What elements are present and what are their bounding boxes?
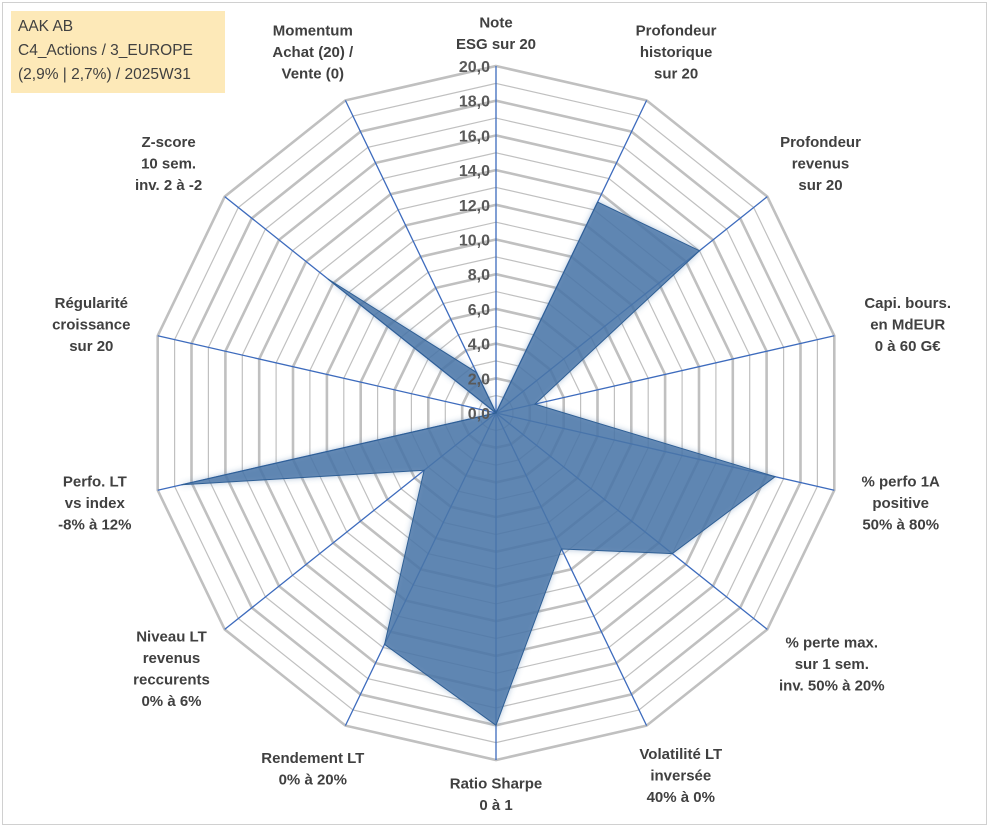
axis-label-line: Perfo. LT (63, 474, 127, 491)
axis-label-line: sur 20 (654, 65, 698, 82)
axis-label-line: 0% à 6% (141, 693, 201, 710)
axis-label-line: Z-score (142, 134, 196, 151)
axis-label-line: revenus (143, 650, 201, 667)
axis-label: Rendement LT 0% à 20% (261, 750, 364, 789)
axis-label-line: Profondeur (636, 22, 717, 39)
axis-labels: Note ESG sur 20 Profondeur historique sur 20… (52, 15, 951, 815)
data-point (699, 250, 700, 251)
data-point (775, 476, 776, 477)
axis-label-line: % perfo 1A (862, 474, 941, 491)
axis-label-line: reccurents (133, 672, 210, 689)
axis-label-line: Momentum (273, 22, 353, 39)
tick-label: 2,0 (468, 371, 490, 388)
data-point (534, 404, 535, 405)
axis-label-line: revenus (792, 155, 850, 172)
spoke (157, 335, 497, 414)
axis-label-line: vs index (65, 495, 126, 512)
axis-label-line: sur 1 sem. (795, 656, 869, 673)
axis-label: Régularité croissance sur 20 (52, 295, 130, 355)
tick-labels: 0,0 2,0 4,0 6,0 8,0 10,0 12,0 14,0 16,0 18,0 20,0 (459, 59, 490, 423)
axis-label-line: sur 20 (798, 177, 842, 194)
axis-label-line: inversée (650, 768, 711, 785)
axis-label-line: 0 à 60 G€ (875, 338, 942, 355)
info-box: AAK AB C4_Actions / 3_EUROPE (2,9% | 2,7… (11, 11, 225, 93)
axis-label-line: Profondeur (780, 134, 861, 151)
axis-label-line: Capi. bours. (864, 295, 951, 312)
axis-label-line: % perte max. (786, 635, 879, 652)
data-point (181, 484, 182, 485)
axis-label-line: en MdEUR (870, 316, 945, 333)
data-series (181, 201, 777, 727)
data-point (424, 470, 425, 471)
data-point (496, 725, 497, 726)
axis-label-line: 40% à 0% (647, 789, 715, 806)
axis-label: Niveau LT revenus reccurents 0% à 6% (133, 629, 210, 711)
axis-label: Volatilité LT inversée 40% à 0% (639, 746, 722, 806)
spoke (344, 100, 497, 414)
info-stats: (2,9% | 2,7%) / 2025W31 (18, 66, 191, 83)
axis-label-line: 50% à 80% (862, 517, 939, 534)
tick-label: 20,0 (459, 59, 490, 76)
tick-label: 12,0 (459, 198, 490, 215)
tick-label: 6,0 (468, 302, 490, 319)
data-point (327, 278, 328, 279)
axis-label-line: croissance (52, 316, 130, 333)
axis-label: Perfo. LT vs index -8% à 12% (58, 474, 131, 534)
data-point (496, 413, 497, 414)
info-title: AAK AB (18, 18, 74, 35)
axis-label-line: -8% à 12% (58, 517, 131, 534)
axis-label: Note ESG sur 20 (456, 15, 536, 54)
axis-label-line: 0% à 20% (279, 772, 347, 789)
tick-label: 4,0 (468, 337, 490, 354)
data-area (181, 201, 777, 727)
axis-label-line: Vente (0) (282, 65, 345, 82)
axis-label-line: 0 à 1 (479, 797, 512, 814)
axis-label-line: ESG sur 20 (456, 36, 536, 53)
axis-label: Ratio Sharpe 0 à 1 (450, 776, 543, 815)
axis-label-line: Achat (20) / (272, 44, 354, 61)
axis-label-line: Rendement LT (261, 750, 364, 767)
axis-label-line: 10 sem. (141, 155, 196, 172)
data-point (561, 549, 562, 550)
data-point (597, 202, 598, 203)
tick-label: 14,0 (459, 163, 490, 180)
spoke (495, 335, 835, 414)
axis-label: % perte max. sur 1 sem. inv. 50% à 20% (779, 635, 885, 695)
axis-label-line: Ratio Sharpe (450, 776, 543, 793)
tick-label: 10,0 (459, 233, 490, 250)
tick-label: 16,0 (459, 128, 490, 145)
axis-label-line: Note (479, 15, 512, 32)
data-point (672, 553, 673, 554)
data-point (384, 644, 385, 645)
axis-label-line: Volatilité LT (639, 746, 722, 763)
axis-label: Z-score 10 sem. inv. 2 à -2 (135, 134, 202, 194)
axis-label: Momentum Achat (20) / Vente (0) (272, 22, 354, 82)
tick-label: 18,0 (459, 94, 490, 111)
axis-label: Profondeur revenus sur 20 (780, 134, 861, 194)
tick-label: 0,0 (468, 406, 490, 423)
axis-label-line: Niveau LT (136, 629, 207, 646)
axis-label-line: positive (872, 495, 929, 512)
axis-label: Profondeur historique sur 20 (636, 22, 717, 82)
axis-label: Capi. bours. en MdEUR 0 à 60 G€ (864, 295, 951, 355)
axis-label-line: sur 20 (69, 338, 113, 355)
info-category: C4_Actions / 3_EUROPE (18, 42, 193, 59)
axis-label-line: Régularité (55, 295, 128, 312)
axis-label: % perfo 1A positive 50% à 80% (862, 474, 941, 534)
axis-label-line: inv. 2 à -2 (135, 177, 202, 194)
axis-label-line: inv. 50% à 20% (779, 678, 885, 695)
axis-label-line: historique (640, 44, 713, 61)
tick-label: 8,0 (468, 267, 490, 284)
